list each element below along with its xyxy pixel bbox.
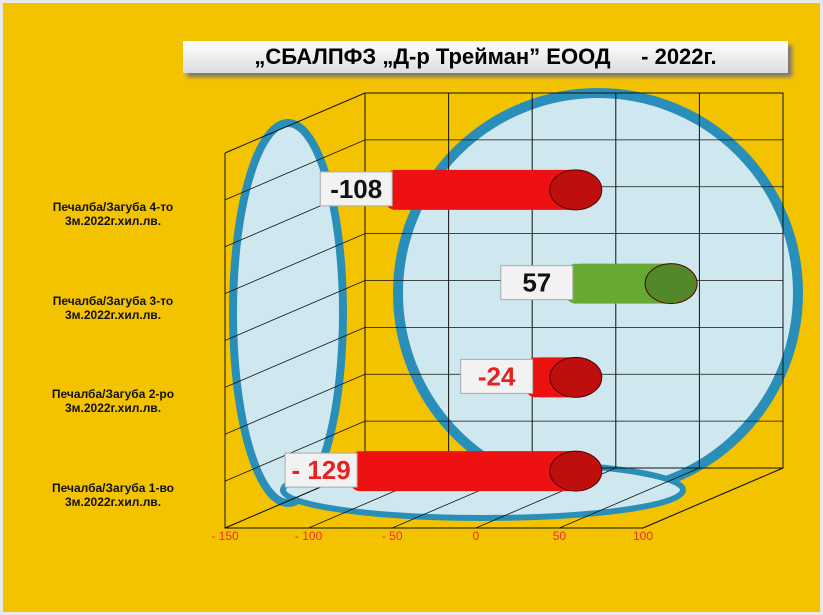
- x-tick-label: 100: [633, 529, 653, 543]
- grid-line-side: [224, 420, 366, 482]
- x-tick-label: - 50: [382, 529, 403, 543]
- grid-line-side: [224, 280, 366, 341]
- chart-title: „СБАЛПФЗ „Д-р Трейман” ЕООД - 2022г.: [183, 41, 788, 73]
- bar-cap: [549, 356, 603, 398]
- bar-cap: [549, 450, 603, 492]
- value-label: - 129: [291, 455, 350, 485]
- y-tick-label: Печалба/Загуба 2-ро 3м.2022г.хил.лв.: [51, 387, 175, 416]
- bar-cap: [549, 169, 603, 211]
- plot: - 150 - 100 - 50 0 50 100 - 129 -24 57 -108: [211, 88, 803, 543]
- value-label-box: [500, 265, 574, 301]
- value-label-box: [460, 358, 534, 394]
- x-tick-label: - 100: [295, 529, 323, 543]
- decor-ellipse: [229, 119, 347, 507]
- grid-line-side: [224, 373, 366, 435]
- value-label: 57: [522, 268, 551, 298]
- x-tick-label: 50: [553, 529, 567, 543]
- bar: [360, 451, 576, 492]
- value-label: -24: [478, 361, 516, 391]
- bar: [575, 263, 672, 304]
- x-tick-label: - 150: [211, 529, 239, 543]
- floor-line: [642, 467, 784, 529]
- value-label: -108: [330, 174, 382, 204]
- value-label-box: [284, 452, 358, 488]
- value-label-box: [319, 171, 393, 207]
- x-tick-label: 0: [472, 529, 479, 543]
- y-tick-label: Печалба/Загуба 3-то 3м.2022г.хил.лв.: [52, 293, 174, 322]
- bar: [395, 169, 576, 210]
- grid-line-side: [224, 139, 366, 201]
- grid-line-side: [224, 233, 366, 294]
- grid-line-side: [224, 327, 366, 388]
- floor-line: [559, 467, 700, 529]
- y-tick-label: Печалба/Загуба 4-то 3м.2022г.хил.лв.: [52, 199, 174, 228]
- y-tick-label: Печалба/Загуба 1-во 3м.2022г.хил.лв.: [51, 481, 175, 510]
- bar-cap: [644, 263, 698, 305]
